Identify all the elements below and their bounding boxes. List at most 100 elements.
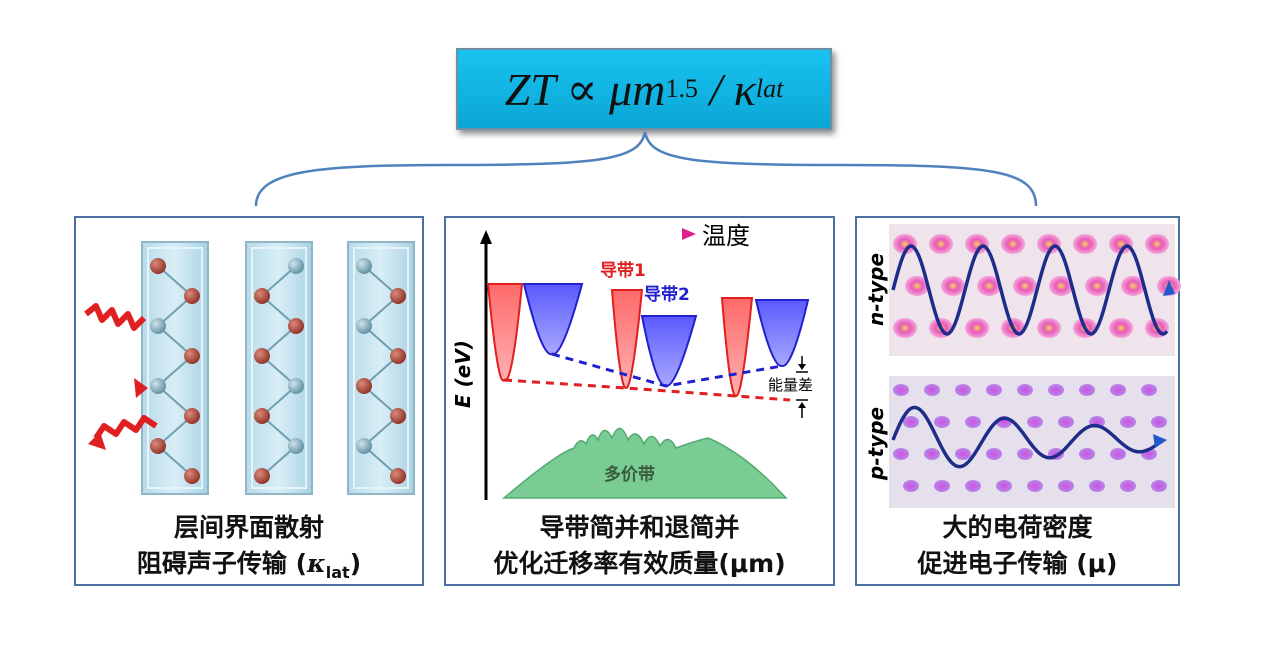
blue-band-3 [754,299,810,367]
caption-left-line2: 阻碍声子传输 (κlat) [76,546,422,591]
charge-blob [934,416,950,428]
atom [184,288,200,304]
atom [390,468,406,484]
atom [356,438,372,454]
charge-blob [1085,276,1109,296]
atom [254,408,270,424]
charge-blob [965,480,981,492]
atom [184,348,200,364]
atom [150,318,166,334]
charge-blob [965,416,981,428]
p-type-map [889,376,1175,508]
band1-label: 导带1 [600,260,646,281]
charge-blob [1109,234,1133,254]
atom [288,378,304,394]
atom [150,438,166,454]
charge-blob [1110,448,1126,460]
charge-blob [893,384,909,396]
charge-blob [1037,234,1061,254]
charge-blob [955,448,971,460]
formula-separator: / κ [697,63,756,115]
caption-left-line1: 层间界面散射 [173,513,324,542]
charge-blob [903,480,919,492]
blue-band-1 [522,283,584,356]
charge-blob [924,384,940,396]
charge-blob [1079,448,1095,460]
energy-gap-label: 能量差 [768,376,813,394]
charge-blob [1073,234,1097,254]
p-type-label: p-type [864,407,888,481]
energy-gap-marker [796,356,808,418]
atom [288,258,304,274]
charge-blob [1027,480,1043,492]
charge-blob [1001,234,1025,254]
charge-blob [905,276,929,296]
panel-charge-density: n-type p-type 大的电荷密度 促进电子传输 (μ) [855,216,1181,586]
caption-middle-line2: 优化迁移率有效质量(μm) [493,549,786,578]
charge-density-maps: n-type p-type [864,224,1181,508]
blue-band-2 [640,315,698,387]
caption-right-line1: 大的电荷密度 [942,513,1093,542]
band-diagram: E (eV) 温度 导带1 导带2 能量差 多价带 [451,222,813,500]
atom [288,438,304,454]
charge-blob [1110,384,1126,396]
atom [150,258,166,274]
charge-blob [941,276,965,296]
charge-blob [977,276,1001,296]
caption-left-line2-text: 阻碍声子传输 ( [136,549,307,578]
formula-lhs: ZT ∝ μm [504,64,666,115]
atom [288,318,304,334]
charge-blob [986,384,1002,396]
phonon-wave-arrows [84,303,158,450]
energy-axis-arrowhead [480,230,492,244]
kappa-symbol: κ [307,549,326,578]
charge-blob [1121,276,1145,296]
atom [184,408,200,424]
formula-box: ZT ∝ μm 1.5 / κ lat [456,48,832,130]
caption-right-line2: 促进电子传输 (μ) [917,549,1118,578]
charge-blob [1109,318,1133,338]
charge-blob [986,448,1002,460]
atom [390,408,406,424]
layered-structure-illustration [84,241,415,495]
atom [390,348,406,364]
charge-blob [965,318,989,338]
charge-blob [1027,416,1043,428]
panel-phonon-scattering: 层间界面散射 阻碍声子传输 (κlat) [74,216,424,586]
charge-blob [1141,384,1157,396]
temperature-arrowhead [682,228,696,240]
charge-blob [1037,318,1061,338]
blue-band-trend [551,352,783,388]
atom [184,468,200,484]
charge-blob [1049,276,1073,296]
atom [390,288,406,304]
caption-middle-line1: 导带简并和退简并 [539,513,740,542]
atom [356,378,372,394]
energy-axis-label: E (eV) [451,340,475,408]
red-band-3 [720,297,754,398]
charge-blob [1048,384,1064,396]
charge-blob [955,384,971,396]
charge-blob [1017,448,1033,460]
atom [254,288,270,304]
valence-band [501,427,788,499]
atom [150,378,166,394]
temperature-label: 温度 [702,222,750,250]
atom [254,468,270,484]
charge-blob [893,234,917,254]
charge-blob [924,448,940,460]
charge-blob [1151,480,1167,492]
atom [356,258,372,274]
charge-blob [1058,480,1074,492]
kappa-subscript: lat [325,563,350,582]
red-band-1 [486,283,524,382]
charge-blob [1079,384,1095,396]
atom-chains [150,258,406,484]
panel-band-degeneracy: E (eV) 温度 导带1 导带2 能量差 多价带 导带简并和退简 [444,216,835,586]
valence-label: 多价带 [604,464,655,485]
charge-blob [1017,384,1033,396]
caption-left-line2-end: ) [349,549,362,578]
charge-blob [1013,276,1037,296]
charge-blob [1145,234,1169,254]
charge-blob [1058,416,1074,428]
